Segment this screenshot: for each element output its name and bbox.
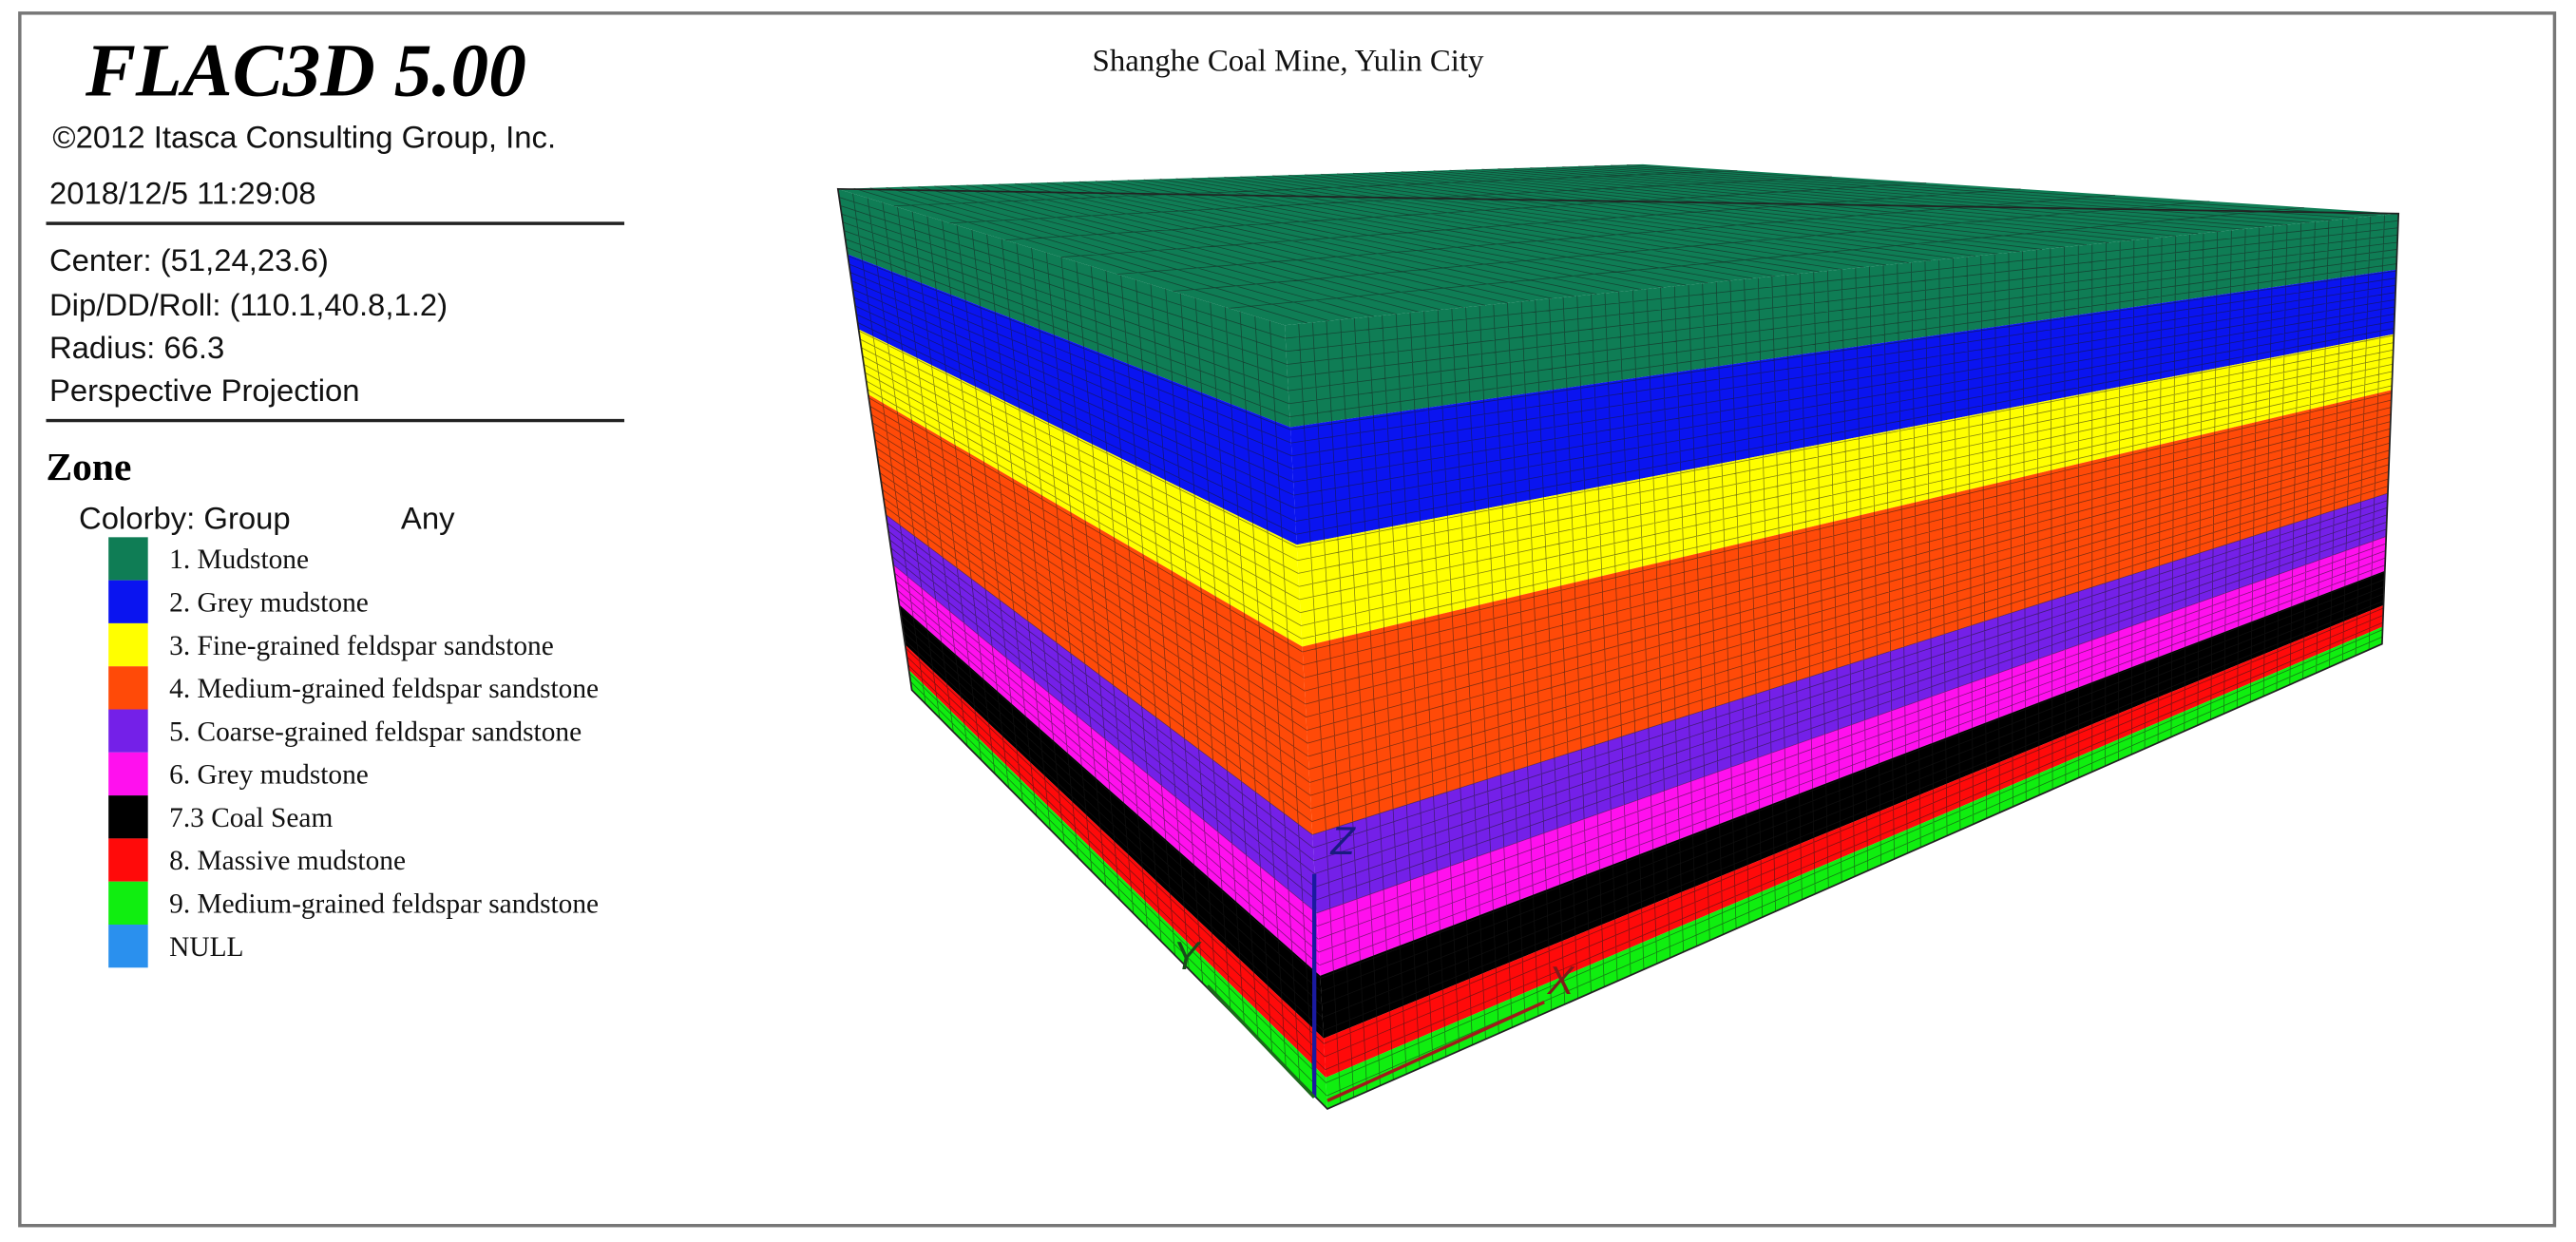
legend-swatch <box>108 622 148 667</box>
view-radius: Radius: 66.3 <box>49 330 224 365</box>
legend-swatch <box>108 709 148 753</box>
view-center: Center: (51,24,23.6) <box>49 242 329 277</box>
legend-label: 8. Massive mudstone <box>169 846 406 876</box>
layer-left <box>899 604 1325 1039</box>
legend-label: 9. Medium-grained feldspar sandstone <box>169 889 599 920</box>
axis-x <box>1326 1001 1545 1102</box>
view-dip: Dip/DD/Roll: (110.1,40.8,1.2) <box>49 287 448 322</box>
axis-label-y: Y <box>1173 933 1202 978</box>
legend-label: 7.3 Coal Seam <box>169 803 333 833</box>
legend-swatch <box>108 580 148 623</box>
mesh <box>839 164 2398 1103</box>
layer-left <box>905 644 1326 1078</box>
layer-left <box>837 188 1290 428</box>
legend-label: 5. Coarse-grained feldspar sandstone <box>169 717 582 747</box>
legend-label: 6. Grey mudstone <box>169 760 369 791</box>
copyright: ©2012 Itasca Consulting Group, Inc. <box>52 120 556 155</box>
plot-title: Shanghe Coal Mine, Yulin City <box>1093 44 1484 78</box>
colorby-scope: Any <box>401 501 455 536</box>
legend-label: 2. Grey mudstone <box>169 587 369 618</box>
legend-label: NULL <box>169 932 243 963</box>
legend-label: 3. Fine-grained feldspar sandstone <box>169 631 554 661</box>
legend-label: 1. Mudstone <box>169 545 309 575</box>
axis-label-z: Z <box>1329 818 1356 863</box>
legend-swatch <box>108 924 148 968</box>
legend: 1. Mudstone 2. Grey mudstone 3. Fine-grain… <box>108 537 599 968</box>
model: Z Y X <box>836 163 2400 1110</box>
timestamp: 2018/12/5 11:29:08 <box>49 175 316 210</box>
legend-label: 4. Medium-grained feldspar sandstone <box>169 674 599 704</box>
app-title: FLAC3D 5.00 <box>85 29 526 112</box>
legend-swatch <box>108 537 148 581</box>
colorby: Colorby: Group <box>79 501 291 536</box>
view-projection: Perspective Projection <box>49 373 360 408</box>
axis-label-x: X <box>1547 958 1575 1003</box>
outline <box>836 187 2400 1110</box>
legend-swatch <box>108 838 148 882</box>
legend-swatch <box>108 752 148 796</box>
zone-title: Zone <box>46 445 131 488</box>
legend-swatch <box>108 795 148 839</box>
layer-left <box>868 394 1313 835</box>
legend-swatch <box>108 666 148 710</box>
layer-left <box>858 329 1303 647</box>
axis-y <box>1206 984 1316 1099</box>
layer-left <box>908 670 1327 1109</box>
legend-swatch <box>108 881 148 925</box>
